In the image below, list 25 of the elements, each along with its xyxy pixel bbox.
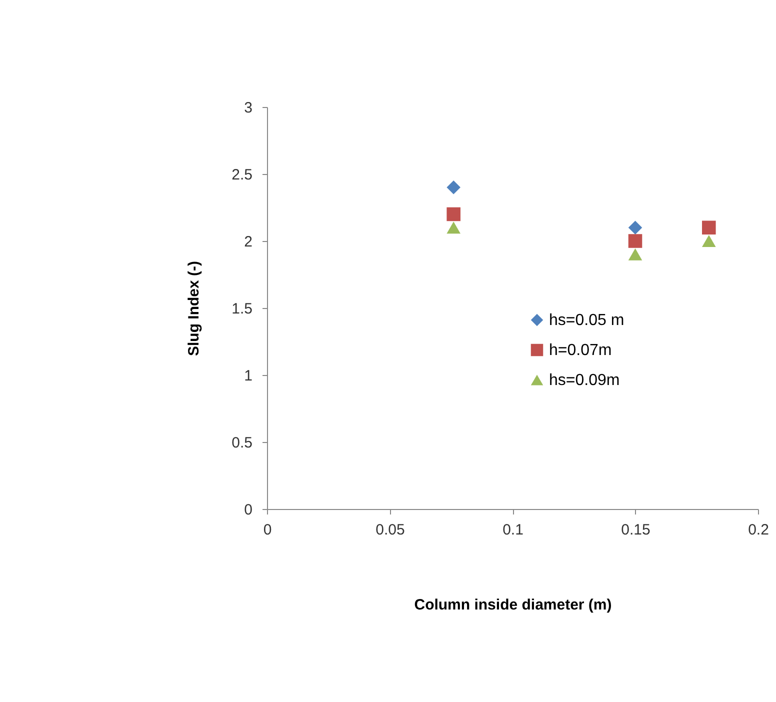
point — [446, 222, 460, 234]
legend-label: hs=0.09m — [549, 372, 620, 389]
y-tick-label: 1.5 — [232, 300, 252, 318]
x-axis-title: Column inside diameter (m) — [414, 596, 612, 614]
y-tick-label: 0.5 — [232, 434, 252, 452]
x-tick-label: 0.1 — [502, 522, 524, 538]
x-tick-label: 0.2 — [748, 522, 769, 538]
y-tick-label: 2.5 — [232, 166, 252, 184]
point — [702, 220, 716, 234]
point — [446, 207, 460, 222]
y-tick-label: 3 — [244, 100, 252, 116]
x-tick-label: 0.05 — [376, 522, 405, 538]
point — [628, 220, 642, 234]
legend-label: hs=0.05 m — [549, 312, 624, 329]
point — [446, 180, 460, 194]
point — [702, 235, 716, 247]
x-tick-label: 0 — [263, 522, 272, 538]
legend-label: h=0.07m — [549, 342, 612, 359]
y-tick-label: 0 — [244, 502, 252, 518]
y-axis-title: Slug Index (-) — [186, 261, 203, 356]
point — [628, 248, 642, 260]
y-tick-label: 2 — [244, 234, 252, 250]
y-tick-label: 1 — [244, 368, 252, 384]
point — [628, 234, 642, 248]
x-tick-label: 0.15 — [621, 522, 650, 538]
